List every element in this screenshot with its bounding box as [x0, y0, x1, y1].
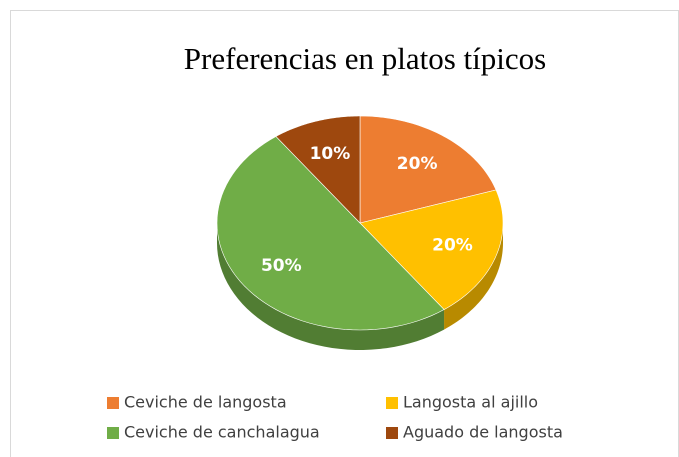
slice — [216, 136, 445, 331]
legend-swatch — [386, 397, 398, 409]
data-label: 50% — [261, 256, 302, 276]
slice — [275, 115, 361, 224]
legend-swatch — [107, 397, 119, 409]
chart-title: Preferencias en platos típicos — [184, 41, 546, 76]
legend-swatch — [107, 427, 119, 439]
data-label: 20% — [432, 235, 473, 255]
slice-side — [444, 223, 503, 330]
legend-label: Ceviche de canchalagua — [124, 423, 320, 442]
slice — [359, 115, 497, 224]
legend-label: Langosta al ajillo — [403, 393, 538, 412]
data-label: 20% — [397, 154, 438, 174]
slice-side — [217, 223, 445, 350]
legend-label: Ceviche de langosta — [124, 393, 287, 412]
slice — [359, 189, 504, 310]
legend-label: Aguado de langosta — [403, 423, 563, 442]
data-label: 10% — [310, 144, 351, 164]
legend-swatch — [386, 427, 398, 439]
